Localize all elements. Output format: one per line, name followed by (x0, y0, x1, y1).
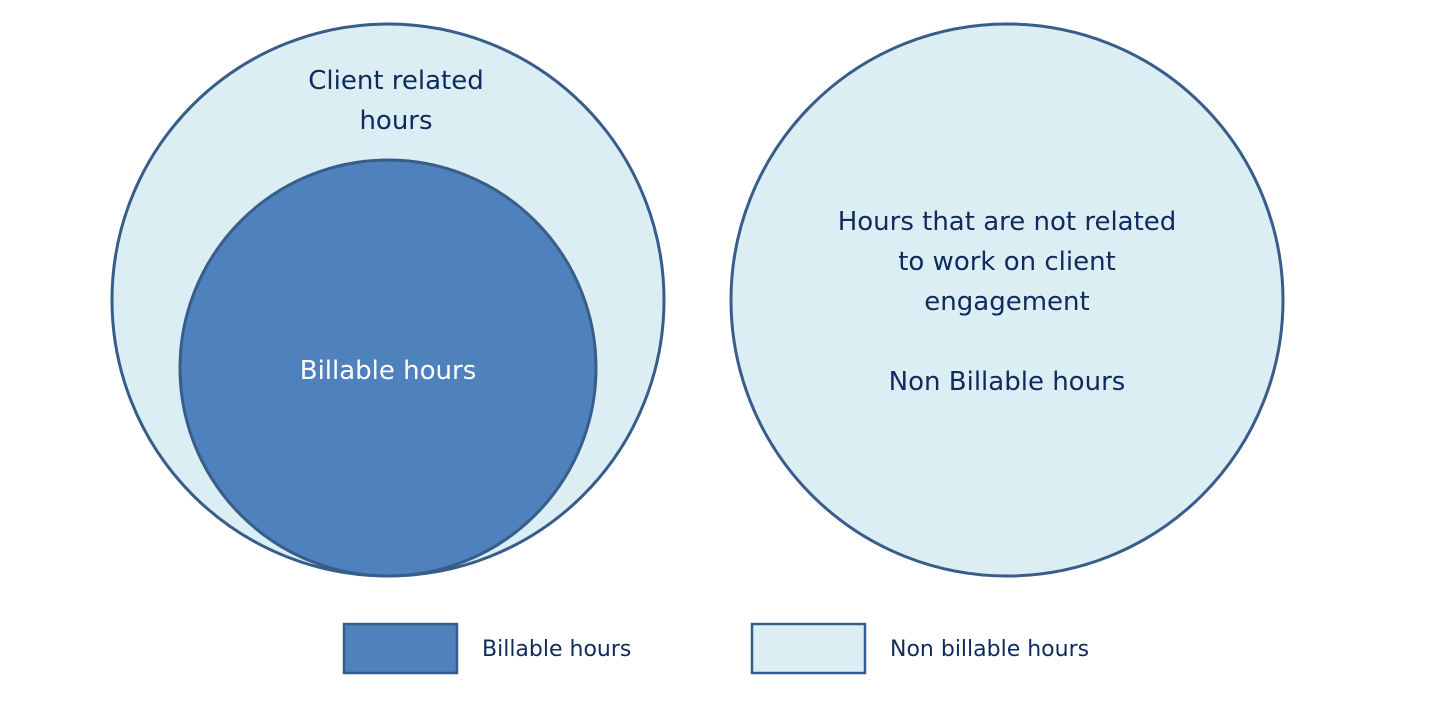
legend-label-billable: Billable hours (482, 637, 631, 662)
billable-hours-label: Billable hours (300, 356, 477, 386)
non-related-hours-label-line2: to work on client (898, 247, 1116, 277)
legend-swatch-non-billable (750, 622, 867, 675)
legend: Billable hours Non billable hours (342, 622, 1089, 675)
billable-hours-circle (178, 158, 598, 578)
client-related-label-line1: Client related (308, 66, 484, 96)
legend-label-non-billable: Non billable hours (890, 637, 1089, 662)
non-related-hours-label-line1: Hours that are not related (838, 207, 1177, 237)
non-related-hours-label-line3: engagement (924, 287, 1089, 317)
client-related-label-line2: hours (359, 106, 432, 136)
legend-swatch-billable (342, 622, 459, 675)
non-billable-hours-label: Non Billable hours (889, 367, 1126, 397)
non-billable-hours-circle (729, 22, 1285, 578)
